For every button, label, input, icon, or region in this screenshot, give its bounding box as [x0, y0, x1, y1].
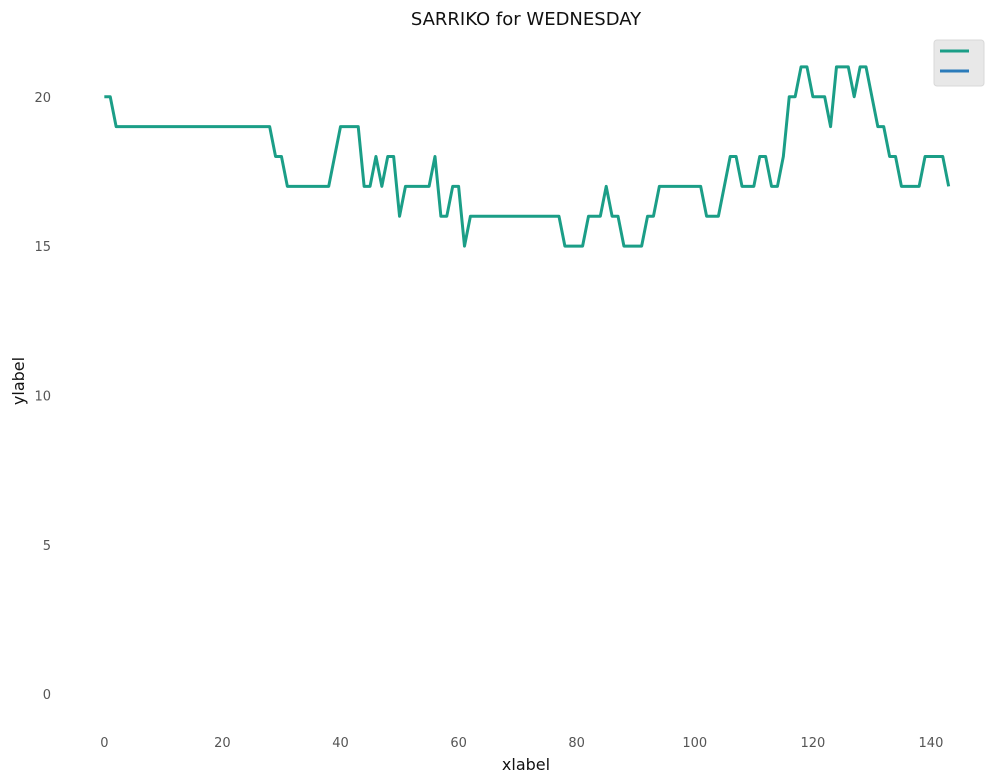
x-tick-label: 120	[800, 736, 825, 751]
x-tick-label: 60	[450, 736, 467, 751]
x-axis: 0 20 40 60 80 100 120 140	[100, 736, 943, 751]
y-tick-label: 15	[34, 240, 51, 255]
y-axis: 0 5 10 15 20	[34, 91, 51, 703]
x-tick-label: 100	[682, 736, 707, 751]
x-tick-label: 20	[214, 736, 231, 751]
x-tick-label: 0	[100, 736, 108, 751]
y-axis-label: ylabel	[9, 357, 28, 405]
y-tick-label: 0	[43, 688, 51, 703]
y-tick-label: 20	[34, 91, 51, 106]
x-tick-label: 140	[919, 736, 944, 751]
y-tick-label: 10	[34, 389, 51, 404]
series-line-1	[104, 65, 951, 248]
x-axis-label: xlabel	[502, 755, 550, 774]
x-tick-label: 80	[568, 736, 585, 751]
x-tick-label: 40	[332, 736, 349, 751]
chart-title: SARRIKO for WEDNESDAY	[411, 9, 642, 30]
plot-area	[104, 65, 951, 248]
y-tick-label: 5	[43, 539, 51, 554]
legend	[933, 39, 985, 87]
legend-box	[933, 39, 985, 87]
